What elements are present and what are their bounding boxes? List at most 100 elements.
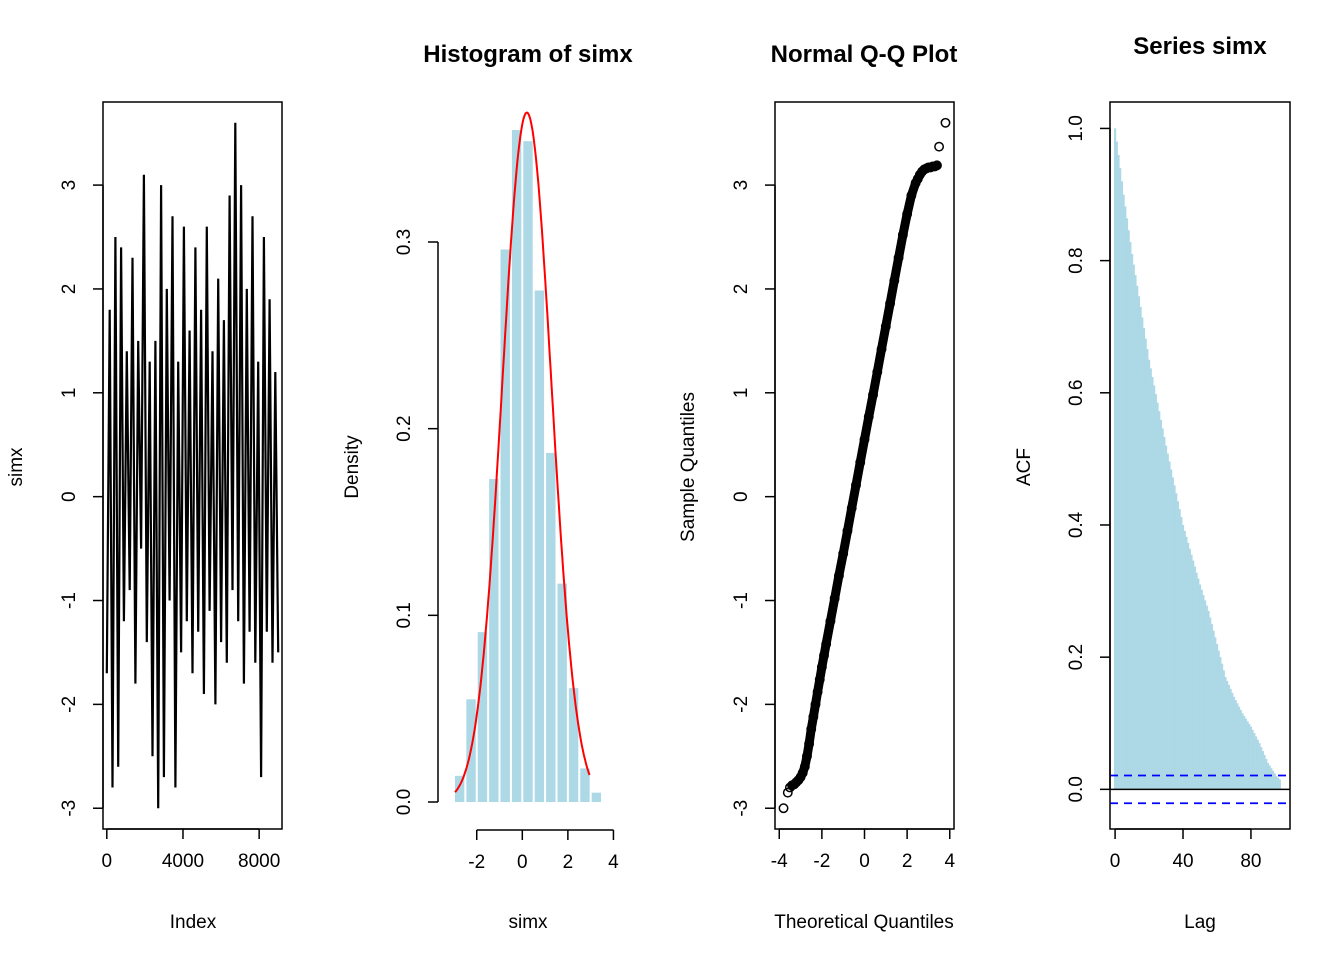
qq-plot-frame bbox=[774, 101, 955, 830]
histogram-bar bbox=[477, 632, 488, 802]
qq-point bbox=[806, 724, 817, 735]
time-series-panel: 0 4000 8000 -3 -2 -1 0 1 2 3 bbox=[59, 101, 283, 872]
qq-plot-x-tick-label: 0 bbox=[859, 851, 870, 872]
qq-point bbox=[906, 190, 917, 201]
qq-point bbox=[885, 298, 896, 309]
qq-point bbox=[782, 787, 793, 798]
qq-point bbox=[821, 639, 832, 650]
qq-plot-panel: -4 -2 0 2 4 -3 -2 -1 0 1 2 3 bbox=[731, 101, 955, 872]
qq-point bbox=[833, 570, 844, 581]
histogram-bar bbox=[511, 130, 522, 802]
qq-plot-x-tick-label: -4 bbox=[771, 851, 788, 872]
time-series-line bbox=[105, 122, 280, 809]
qq-point bbox=[940, 117, 951, 128]
qq-plot-y-tick-label: -2 bbox=[731, 696, 752, 713]
histogram-title: Histogram of simx bbox=[423, 41, 633, 68]
qq-point bbox=[816, 662, 827, 672]
qq-plot-x-tick-label: -2 bbox=[813, 851, 830, 872]
qq-point bbox=[934, 141, 945, 152]
histogram-y-tick-label: 0.2 bbox=[394, 415, 415, 441]
histogram-panel: -2 0 2 4 0.0 0.1 0.2 0.3 bbox=[394, 111, 619, 873]
qq-point bbox=[855, 457, 866, 468]
time-series-y-tick-label: 3 bbox=[59, 180, 80, 191]
histogram-x-tick-label: -2 bbox=[468, 852, 485, 873]
histogram-bar bbox=[546, 452, 556, 802]
qq-plot-y-tick-label: -3 bbox=[731, 800, 752, 817]
time-series-y-tick-label: -3 bbox=[59, 800, 80, 817]
qq-point bbox=[880, 321, 891, 332]
qq-plot-x-tick-label: 2 bbox=[902, 851, 913, 872]
qq-point bbox=[808, 711, 819, 722]
qq-point-band bbox=[787, 160, 942, 790]
qq-point bbox=[797, 767, 808, 778]
acf-x-tick-label: 0 bbox=[1110, 851, 1121, 872]
acf-x-label: Lag bbox=[1184, 912, 1216, 933]
qq-point bbox=[799, 761, 810, 772]
time-series-y-tick-label: -1 bbox=[59, 592, 80, 609]
qq-point bbox=[812, 686, 823, 697]
histogram-y-tick-label: 0.0 bbox=[394, 789, 415, 815]
acf-y-tick-label: 0.8 bbox=[1066, 247, 1087, 273]
histogram-x-tick-label: 0 bbox=[517, 852, 528, 873]
qq-point bbox=[804, 738, 815, 749]
qq-point bbox=[846, 503, 857, 514]
acf-y-label: ACF bbox=[1014, 448, 1035, 486]
qq-point bbox=[868, 389, 878, 400]
qq-point bbox=[889, 275, 900, 286]
qq-plot-x-label: Theoretical Quantiles bbox=[774, 912, 954, 933]
qq-point bbox=[838, 548, 849, 559]
qq-point bbox=[802, 751, 812, 762]
qq-plot-x-tick-label: 4 bbox=[944, 851, 955, 872]
time-series-y-tick-label: 2 bbox=[59, 284, 80, 295]
histogram-bar bbox=[500, 249, 510, 802]
time-series-y-tick-label: 0 bbox=[59, 491, 80, 502]
qq-point bbox=[825, 616, 836, 627]
acf-y-tick-label: 0.2 bbox=[1066, 644, 1087, 670]
time-series-x-tick-label: 0 bbox=[102, 851, 113, 872]
histogram-bar bbox=[591, 792, 602, 802]
acf-y-tick-label: 0.0 bbox=[1066, 776, 1087, 802]
density-curve bbox=[454, 111, 591, 793]
qq-plot-y-tick-label: 2 bbox=[731, 284, 752, 295]
histogram-bar bbox=[489, 479, 499, 802]
qq-plot-y-tick-label: 0 bbox=[731, 491, 752, 502]
qq-plot-y-tick-label: -1 bbox=[731, 592, 752, 609]
acf-y-tick-label: 0.6 bbox=[1066, 380, 1087, 406]
qq-plot-y-tick-label: 3 bbox=[731, 180, 752, 191]
histogram-y-tick-label: 0.3 bbox=[394, 229, 415, 255]
time-series-x-tick-label: 8000 bbox=[238, 851, 280, 872]
qq-point bbox=[897, 229, 908, 240]
qq-point bbox=[859, 434, 870, 445]
acf-y-tick-label: 0.4 bbox=[1066, 511, 1087, 538]
acf-x-tick-label: 40 bbox=[1172, 851, 1193, 872]
qq-point bbox=[893, 252, 904, 263]
time-series-x-label: Index bbox=[170, 912, 217, 933]
qq-plot-title: Normal Q-Q Plot bbox=[771, 41, 958, 68]
qq-point bbox=[872, 367, 883, 377]
qq-plot-y-label: Sample Quantiles bbox=[678, 392, 699, 542]
time-series-y-label: simx bbox=[6, 447, 27, 487]
time-series-x-tick-label: 4000 bbox=[162, 851, 204, 872]
qq-point bbox=[829, 593, 840, 604]
histogram-x-tick-label: 4 bbox=[608, 852, 619, 873]
time-series-y-tick-label: -2 bbox=[59, 696, 80, 713]
histogram-bar bbox=[568, 688, 579, 802]
qq-plot-y-tick-label: 1 bbox=[731, 388, 752, 399]
qq-point bbox=[876, 344, 887, 355]
qq-point bbox=[814, 674, 825, 685]
qq-point bbox=[902, 209, 913, 220]
histogram-y-tick-label: 0.1 bbox=[394, 602, 415, 628]
acf-y-tick-label: 1.0 bbox=[1066, 115, 1087, 141]
qq-point bbox=[819, 650, 829, 661]
histogram-bar bbox=[557, 583, 567, 802]
qq-point bbox=[932, 160, 942, 171]
histogram-y-label: Density bbox=[342, 435, 363, 499]
qq-point bbox=[863, 411, 874, 422]
histogram-x-label: simx bbox=[508, 912, 548, 933]
acf-x-tick-label: 80 bbox=[1240, 851, 1261, 872]
time-series-y-tick-label: 1 bbox=[59, 388, 80, 399]
histogram-bar bbox=[534, 290, 545, 802]
histogram-x-tick-label: 2 bbox=[563, 852, 574, 873]
qq-point bbox=[778, 803, 789, 814]
